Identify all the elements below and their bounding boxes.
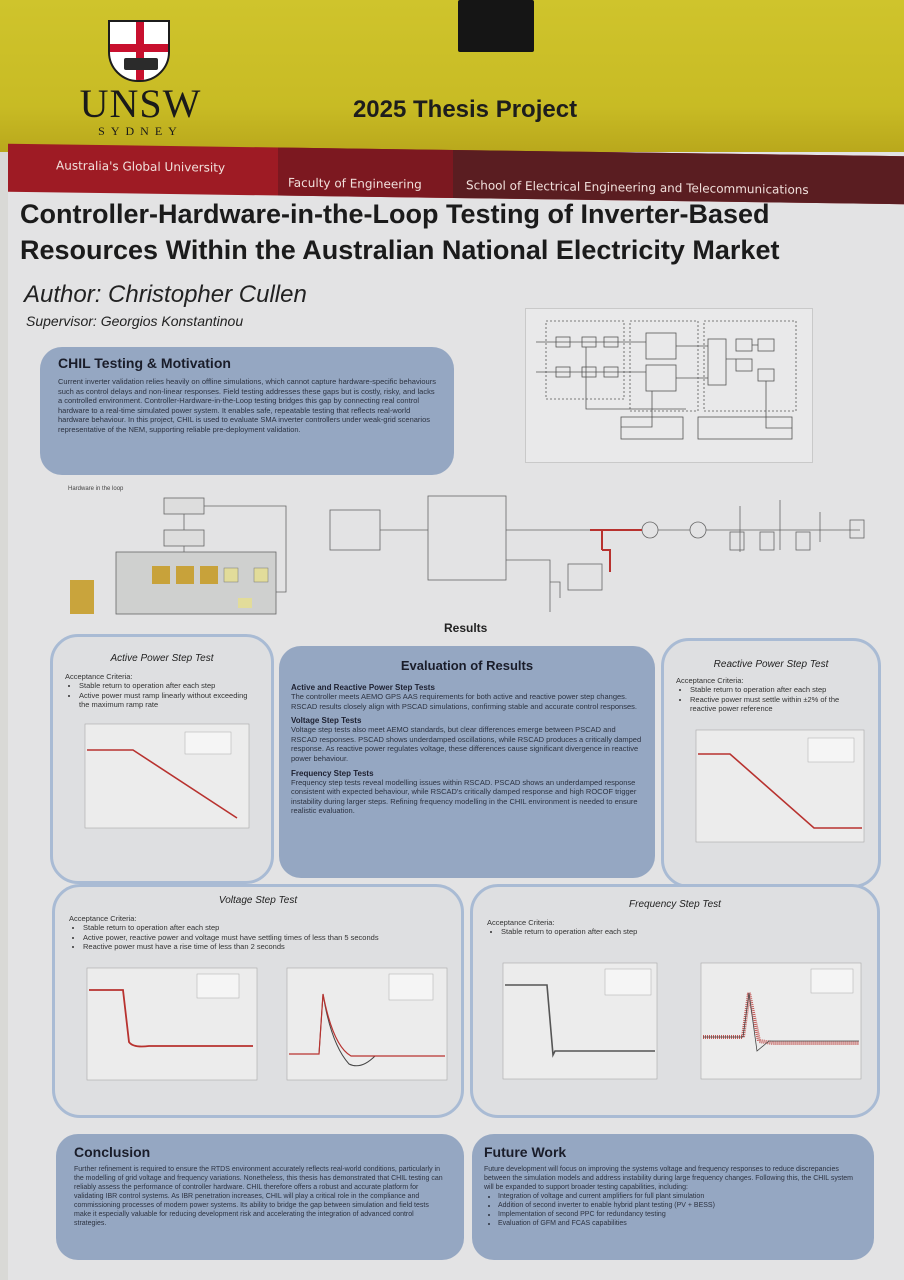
reactive-power-test-box: Reactive Power Step Test Acceptance Crit… <box>661 638 881 888</box>
active-trace <box>87 748 238 819</box>
active-power-chart <box>84 723 250 828</box>
voltage-charts <box>86 967 448 1080</box>
results-heading: Results <box>444 621 488 635</box>
eval-section-title: Active and Reactive Power Step Tests <box>291 683 435 692</box>
motivation-heading: CHIL Testing & Motivation <box>58 355 231 371</box>
reactive-power-chart <box>695 729 865 842</box>
future-body: Future development will focus on improvi… <box>484 1166 853 1191</box>
conclusion-box: Conclusion Further refinement is require… <box>56 1134 464 1260</box>
voltage-test-box: Voltage Step Test Acceptance Criteria: S… <box>52 884 464 1118</box>
control-block-diagram <box>525 308 813 463</box>
eval-section-body: The controller meets AEMO GPS AAS requir… <box>291 692 637 711</box>
criterion: Active power must ramp linearly without … <box>79 691 259 710</box>
future-item: Evaluation of GFM and FCAS capabilities <box>498 1219 862 1228</box>
eval-section-title: Frequency Step Tests <box>291 768 374 778</box>
supervisor: Supervisor: Georgios Konstantinou <box>26 313 244 329</box>
future-work-box: Future Work Future development will focu… <box>472 1134 874 1260</box>
band-university: Australia's Global University <box>56 158 226 175</box>
frequency-active-chart <box>700 962 862 1080</box>
frequency-test-box: Frequency Step Test Acceptance Criteria:… <box>470 884 880 1118</box>
voltage-test-title: Voltage Step Test <box>218 895 298 906</box>
author: Author: Christopher Cullen <box>24 281 307 308</box>
future-item: Implementation of second PPC for redunda… <box>498 1210 862 1219</box>
poster-title: Controller-Hardware-in-the-Loop Testing … <box>20 199 780 265</box>
criteria-label: Acceptance Criteria: <box>65 672 133 681</box>
future-item: Addition of second inverter to enable hy… <box>498 1201 862 1210</box>
eval-section-body: Frequency step tests reveal modelling is… <box>291 777 638 816</box>
evaluation-heading: Evaluation of Results <box>400 658 534 673</box>
active-criteria: Acceptance Criteria: Stable return to op… <box>65 672 259 710</box>
logo-text: UNSW <box>79 81 202 126</box>
band-faculty: Faculty of Engineering <box>288 175 422 192</box>
crest-icon <box>108 20 170 82</box>
active-test-title: Active Power Step Test <box>110 653 214 664</box>
frequency-charts <box>502 962 862 1080</box>
criterion: Stable return to operation after each st… <box>79 681 259 690</box>
motivation-box: CHIL Testing & Motivation Current invert… <box>40 347 454 475</box>
criterion: Stable return to operation after each st… <box>501 927 863 936</box>
logo-subtext: SYDNEY <box>98 124 183 138</box>
frequency-criteria: Acceptance Criteria: Stable return to op… <box>487 918 863 937</box>
voltage-trace <box>89 988 253 1048</box>
evaluation-box: Evaluation of Results Active and Reactiv… <box>279 646 655 878</box>
future-item: Integration of voltage and current ampli… <box>498 1192 862 1201</box>
reactive-test-title: Reactive Power Step Test <box>713 659 829 670</box>
conclusion-body: Further refinement is required to ensure… <box>74 1166 443 1227</box>
motivation-body: Current inverter validation relies heavi… <box>58 377 436 434</box>
eval-section-title: Voltage Step Tests <box>291 716 362 726</box>
criteria-label: Acceptance Criteria: <box>487 918 555 927</box>
hil-diagram: Hardware in the loop <box>68 486 287 615</box>
criteria-label: Acceptance Criteria: <box>69 914 137 923</box>
hil-label: Hardware in the loop <box>68 486 124 492</box>
criteria-label: Acceptance Criteria: <box>676 676 744 685</box>
future-heading: Future Work <box>484 1144 567 1160</box>
reactive-criteria: Acceptance Criteria: Stable return to op… <box>676 676 866 714</box>
active-power-test-box: Active Power Step Test Acceptance Criter… <box>50 634 274 884</box>
single-line-diagram <box>329 495 865 612</box>
unsw-logo: UNSW SYDNEY <box>68 20 213 145</box>
voltage-criteria: Acceptance Criteria: Stable return to op… <box>69 914 447 952</box>
frequency-test-title: Frequency Step Test <box>629 899 721 910</box>
binder-clip <box>458 0 534 52</box>
conclusion-heading: Conclusion <box>74 1144 151 1160</box>
criterion: Stable return to operation after each st… <box>83 923 447 932</box>
frequency-trace <box>505 984 655 1058</box>
criterion: Active power, reactive power and voltage… <box>83 933 447 942</box>
eval-section-body: Voltage step tests also meet AEMO standa… <box>291 725 642 763</box>
criterion: Reactive power must settle within ±2% of… <box>690 695 866 714</box>
criterion: Reactive power must have a rise time of … <box>83 942 447 951</box>
reactive-trace <box>698 752 862 829</box>
criterion: Stable return to operation after each st… <box>690 685 866 694</box>
project-label: 2025 Thesis Project <box>352 96 578 123</box>
